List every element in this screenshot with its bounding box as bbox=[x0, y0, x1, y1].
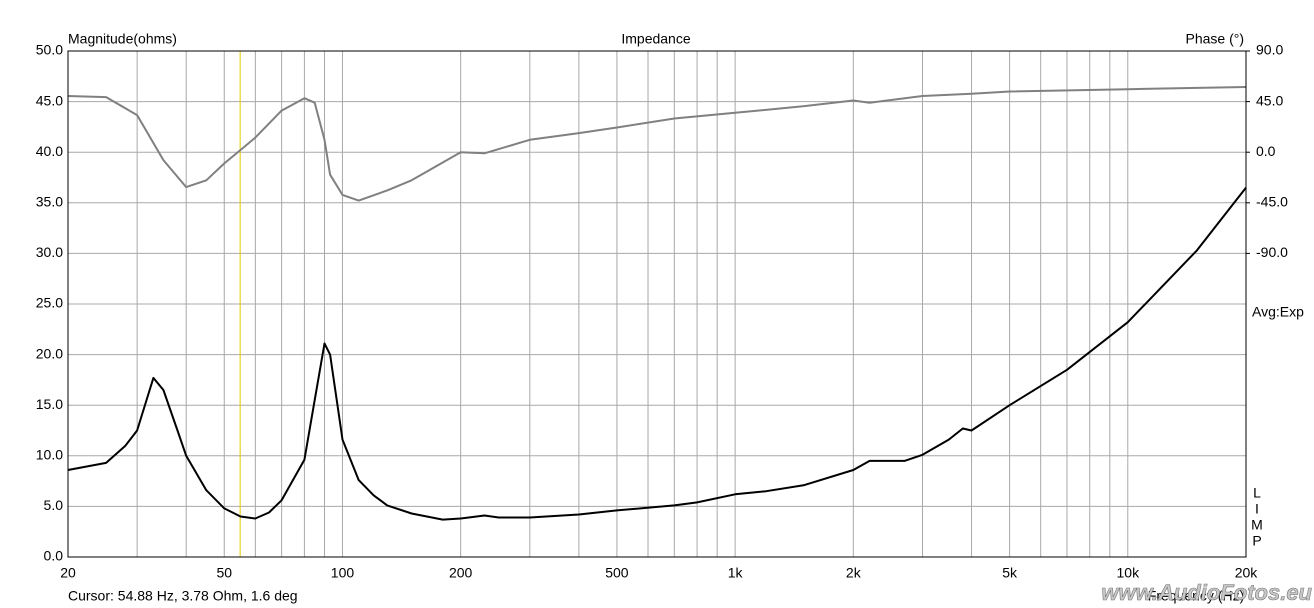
averaging-label: Avg:Exp bbox=[1252, 304, 1304, 320]
y-tick-label: 45.0 bbox=[36, 92, 63, 108]
x-tick-label: 20 bbox=[60, 565, 76, 581]
side-letter: M bbox=[1251, 517, 1263, 533]
y-axis-label: Magnitude(ohms) bbox=[68, 31, 177, 47]
y2-tick-label: 45.0 bbox=[1256, 92, 1283, 108]
phase-line bbox=[67, 86, 1247, 202]
y-tick-label: 35.0 bbox=[36, 194, 63, 210]
x-tick-label: 100 bbox=[331, 565, 355, 581]
y2-axis-label: Phase (°) bbox=[1185, 31, 1244, 47]
x-axis-label: Frequency (Hz) bbox=[1148, 588, 1244, 604]
y-tick-label: 50.0 bbox=[36, 42, 63, 58]
y2-tick-label: 90.0 bbox=[1256, 42, 1283, 58]
x-tick-label: 200 bbox=[449, 565, 473, 581]
side-letter: L bbox=[1253, 485, 1261, 501]
y-tick-label: 20.0 bbox=[36, 345, 63, 361]
x-tick-label: 5k bbox=[1002, 565, 1018, 581]
x-tick-label: 2k bbox=[846, 565, 862, 581]
x-tick-label: 500 bbox=[605, 565, 629, 581]
x-tick-label: 10k bbox=[1117, 565, 1141, 581]
y2-tick-label: -45.0 bbox=[1256, 194, 1288, 210]
y-tick-label: 40.0 bbox=[36, 143, 63, 159]
watermark: www.AudioFotos.eu bbox=[1101, 580, 1312, 605]
chart-title: Impedance bbox=[621, 31, 690, 47]
y2-tick-label: -90.0 bbox=[1256, 244, 1288, 260]
side-letter: P bbox=[1252, 533, 1261, 549]
plot-frame bbox=[67, 50, 1247, 558]
y-tick-label: 0.0 bbox=[44, 548, 64, 564]
y-tick-label: 30.0 bbox=[36, 244, 63, 260]
y-tick-label: 5.0 bbox=[44, 497, 64, 513]
y2-tick-label: 0.0 bbox=[1256, 143, 1276, 159]
magnitude-line bbox=[67, 186, 1247, 521]
x-tick-label: 1k bbox=[728, 565, 744, 581]
x-tick-label: 20k bbox=[1235, 565, 1259, 581]
x-tick-label: 50 bbox=[216, 565, 232, 581]
y-tick-label: 15.0 bbox=[36, 396, 63, 412]
y-tick-label: 10.0 bbox=[36, 447, 63, 463]
side-letter: I bbox=[1255, 501, 1259, 517]
y-tick-label: 25.0 bbox=[36, 295, 63, 311]
cursor-readout: Cursor: 54.88 Hz, 3.78 Ohm, 1.6 deg bbox=[68, 588, 298, 604]
